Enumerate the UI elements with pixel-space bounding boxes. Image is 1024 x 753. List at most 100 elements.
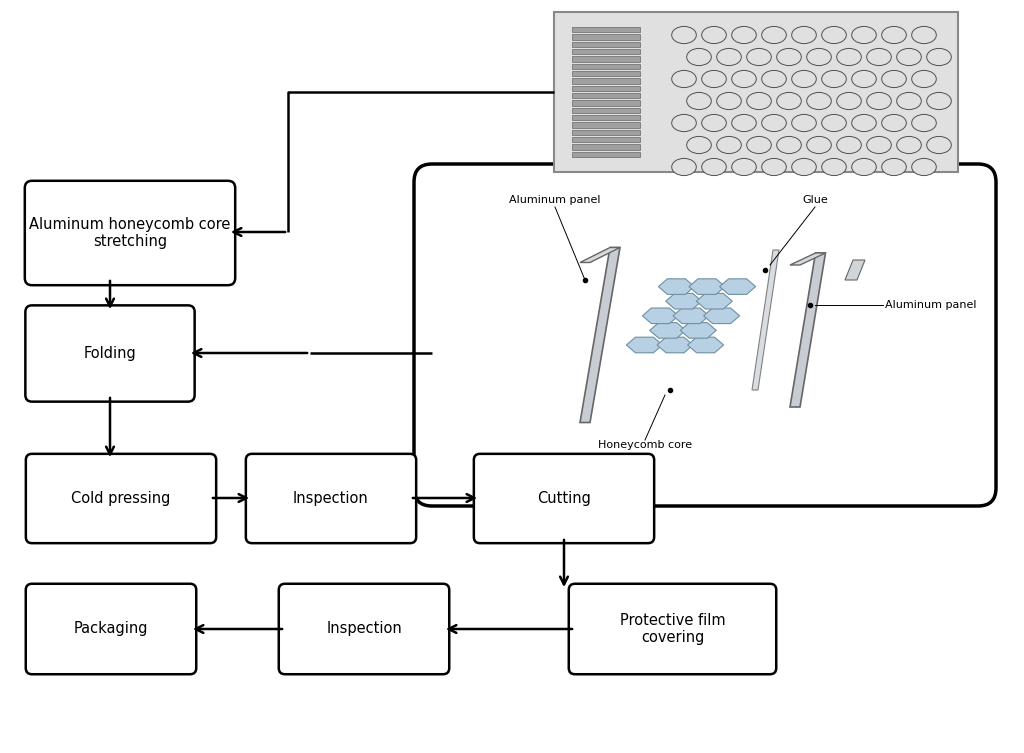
Ellipse shape [911, 114, 936, 132]
Ellipse shape [897, 48, 922, 66]
Ellipse shape [837, 48, 861, 66]
Ellipse shape [792, 158, 816, 175]
Polygon shape [666, 294, 701, 309]
Ellipse shape [821, 158, 846, 175]
Ellipse shape [762, 71, 786, 87]
Text: Cold pressing: Cold pressing [72, 491, 171, 506]
Ellipse shape [866, 93, 891, 110]
Bar [572, 56, 640, 62]
Polygon shape [696, 294, 732, 309]
FancyBboxPatch shape [474, 454, 654, 543]
Ellipse shape [762, 158, 786, 175]
Ellipse shape [776, 93, 802, 110]
Ellipse shape [732, 26, 757, 44]
Ellipse shape [821, 114, 846, 132]
Ellipse shape [687, 93, 712, 110]
Ellipse shape [882, 26, 906, 44]
Bar [572, 27, 640, 32]
Ellipse shape [701, 26, 726, 44]
Text: Protective film
covering: Protective film covering [620, 613, 725, 645]
Ellipse shape [746, 93, 771, 110]
Bar [572, 86, 640, 91]
Ellipse shape [687, 48, 712, 66]
FancyBboxPatch shape [26, 306, 195, 401]
Ellipse shape [792, 114, 816, 132]
Ellipse shape [762, 114, 786, 132]
Text: Cutting: Cutting [537, 491, 591, 506]
Polygon shape [752, 250, 779, 390]
Text: Honeycomb core: Honeycomb core [598, 440, 692, 450]
Ellipse shape [927, 136, 951, 154]
Bar [572, 41, 640, 47]
Ellipse shape [732, 158, 757, 175]
Ellipse shape [792, 71, 816, 87]
Ellipse shape [852, 26, 877, 44]
Ellipse shape [732, 114, 757, 132]
Polygon shape [689, 279, 725, 294]
Polygon shape [642, 308, 678, 324]
Ellipse shape [717, 136, 741, 154]
FancyBboxPatch shape [414, 164, 996, 506]
Ellipse shape [852, 71, 877, 87]
Polygon shape [687, 337, 724, 353]
Bar [572, 115, 640, 120]
Ellipse shape [837, 93, 861, 110]
FancyBboxPatch shape [25, 181, 236, 285]
Ellipse shape [882, 114, 906, 132]
Text: Aluminum panel: Aluminum panel [509, 195, 601, 205]
Ellipse shape [882, 158, 906, 175]
Ellipse shape [687, 136, 712, 154]
Bar [572, 137, 640, 142]
Polygon shape [790, 253, 825, 407]
Ellipse shape [701, 114, 726, 132]
Bar [572, 71, 640, 76]
Bar [572, 93, 640, 99]
Ellipse shape [852, 158, 877, 175]
Polygon shape [627, 337, 663, 353]
Ellipse shape [852, 114, 877, 132]
FancyBboxPatch shape [246, 454, 416, 543]
FancyBboxPatch shape [26, 584, 197, 674]
Ellipse shape [762, 26, 786, 44]
Text: Aluminum panel: Aluminum panel [885, 300, 977, 310]
Ellipse shape [866, 136, 891, 154]
Polygon shape [703, 308, 739, 324]
Text: Packaging: Packaging [74, 621, 148, 636]
Ellipse shape [672, 158, 696, 175]
Polygon shape [657, 337, 693, 353]
Ellipse shape [672, 71, 696, 87]
Text: Inspection: Inspection [326, 621, 401, 636]
Ellipse shape [746, 48, 771, 66]
Ellipse shape [807, 93, 831, 110]
Polygon shape [845, 260, 865, 280]
Ellipse shape [807, 48, 831, 66]
Bar [572, 130, 640, 135]
Bar [572, 108, 640, 113]
Text: Glue: Glue [802, 195, 827, 205]
Ellipse shape [821, 26, 846, 44]
Polygon shape [673, 308, 709, 324]
Ellipse shape [897, 136, 922, 154]
Ellipse shape [776, 48, 802, 66]
Ellipse shape [717, 93, 741, 110]
Ellipse shape [672, 26, 696, 44]
Bar [572, 122, 640, 128]
Bar [572, 145, 640, 150]
Ellipse shape [911, 158, 936, 175]
FancyBboxPatch shape [26, 454, 216, 543]
Ellipse shape [927, 48, 951, 66]
Ellipse shape [911, 71, 936, 87]
Ellipse shape [672, 114, 696, 132]
Ellipse shape [866, 48, 891, 66]
Ellipse shape [911, 26, 936, 44]
Ellipse shape [732, 71, 757, 87]
Ellipse shape [927, 93, 951, 110]
Ellipse shape [701, 158, 726, 175]
Ellipse shape [807, 136, 831, 154]
Bar [572, 64, 640, 69]
Ellipse shape [882, 71, 906, 87]
Ellipse shape [897, 93, 922, 110]
Polygon shape [790, 253, 825, 265]
Polygon shape [720, 279, 756, 294]
Ellipse shape [821, 71, 846, 87]
